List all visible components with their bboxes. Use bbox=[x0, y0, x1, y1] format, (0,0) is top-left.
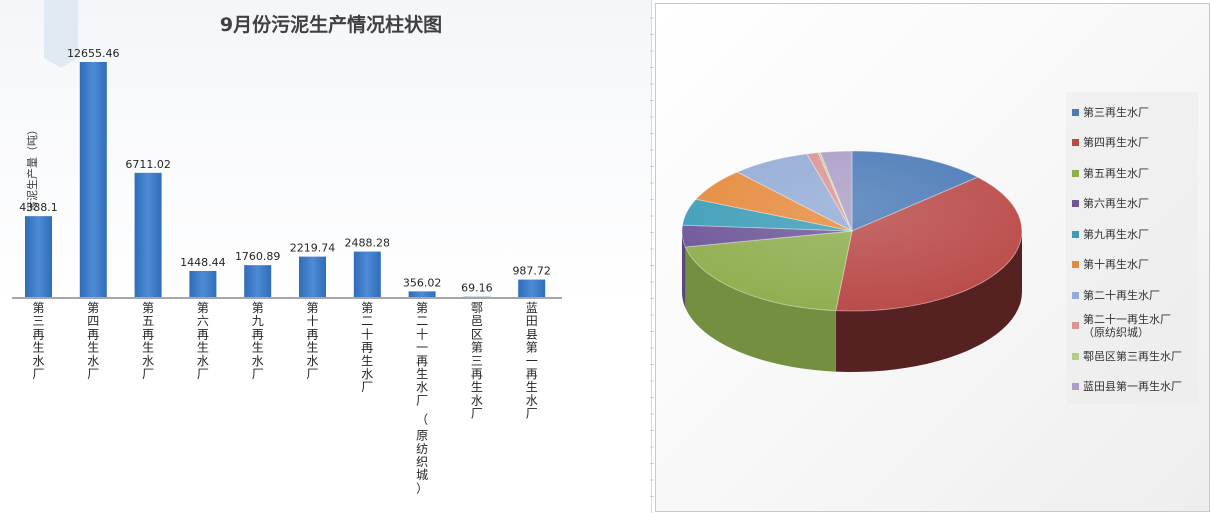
pie-side-walls bbox=[682, 231, 1022, 372]
x-tick-label: 第六再生水厂 bbox=[197, 301, 209, 381]
bar-chart: 9月份污泥生产情况柱状图 污泥生产量（吨） 第三再生水厂 第四再生水厂 第五再生水厂… bbox=[12, 0, 562, 495]
pie-sheen bbox=[682, 151, 1022, 311]
data-label: 2219.74 bbox=[290, 242, 336, 255]
chart-title: 9月份污泥生产情况柱状图 bbox=[220, 13, 442, 36]
legend-swatch bbox=[1072, 231, 1079, 238]
data-label: 987.72 bbox=[512, 265, 551, 278]
bar bbox=[518, 279, 546, 298]
pie-slice-side bbox=[685, 247, 836, 372]
data-label: 356.02 bbox=[403, 276, 442, 289]
legend-swatch bbox=[1072, 322, 1079, 329]
legend-swatch bbox=[1072, 139, 1079, 146]
x-tick-label: 第四再生水厂 bbox=[87, 301, 99, 381]
bar bbox=[25, 216, 52, 298]
legend-label: 第二十一再生水厂 （原纺织城） bbox=[1083, 313, 1171, 339]
x-tick-label: 第二十再生水厂 bbox=[361, 301, 373, 394]
legend-swatch bbox=[1072, 200, 1079, 207]
y-axis-label: 污泥生产量（吨） bbox=[25, 124, 39, 212]
data-label: 12655.46 bbox=[67, 47, 120, 60]
pie-slices bbox=[681, 150, 1023, 312]
data-label: 69.16 bbox=[461, 282, 493, 295]
x-tick-label: 第三再生水厂 bbox=[32, 301, 44, 381]
legend-label: 第二十再生水厂 bbox=[1083, 289, 1160, 302]
ribbon-decoration bbox=[44, 0, 78, 68]
legend-swatch bbox=[1072, 109, 1079, 116]
legend-swatch bbox=[1072, 261, 1079, 268]
bars-group bbox=[25, 62, 546, 298]
bar bbox=[189, 270, 217, 298]
x-tick-label: 蓝田县第一再生水厂 bbox=[526, 301, 538, 421]
x-tick-labels: 第三再生水厂 第四再生水厂 第五再生水厂 第六再生水厂 第九再生水厂 第十再生水厂 第二十再… bbox=[32, 301, 537, 495]
data-label: 1760.89 bbox=[235, 250, 281, 263]
bar bbox=[244, 265, 272, 298]
legend-label: 第三再生水厂 bbox=[1083, 106, 1149, 119]
legend-label: 第六再生水厂 bbox=[1083, 197, 1149, 210]
legend-label: 第十再生水厂 bbox=[1083, 258, 1149, 271]
x-tick-label: 第九再生水厂 bbox=[252, 301, 264, 381]
legend-swatch bbox=[1072, 170, 1079, 177]
legend-label: 第五再生水厂 bbox=[1083, 167, 1149, 180]
divider-ticks bbox=[650, 17, 654, 497]
x-tick-label: 第五再生水厂 bbox=[142, 301, 154, 381]
data-label: 2488.28 bbox=[345, 237, 391, 250]
legend-swatch bbox=[1072, 353, 1079, 360]
bar bbox=[408, 291, 436, 298]
data-label: 6711.02 bbox=[125, 158, 171, 171]
bar bbox=[299, 256, 326, 298]
data-labels: 4388.1 12655.46 6711.02 1448.44 1760.89 2219.… bbox=[19, 47, 551, 295]
x-tick-label: 第二十一再生水厂（原纺织城） bbox=[416, 301, 428, 495]
bar bbox=[353, 251, 381, 298]
data-label: 4388.1 bbox=[19, 201, 58, 214]
legend-label: 蓝田县第一再生水厂 bbox=[1083, 380, 1182, 393]
pie-chart bbox=[681, 150, 1023, 372]
bar bbox=[134, 172, 162, 298]
x-tick-label: 鄠邑区第三再生水厂 bbox=[471, 301, 483, 421]
pie-legend: 第三再生水厂 第四再生水厂 第五再生水厂 第六再生水厂 第九再生水厂 第十再生水厂 第二十再… bbox=[1066, 92, 1198, 404]
pie-slice-side bbox=[835, 231, 1022, 372]
bar-chart-panel: 9月份污泥生产情况柱状图 污泥生产量（吨） 第三再生水厂 第四再生水厂 第五再生水厂… bbox=[0, 0, 652, 513]
bar bbox=[79, 62, 107, 298]
legend-label: 鄠邑区第三再生水厂 bbox=[1083, 350, 1182, 363]
pie-slice-side bbox=[682, 231, 686, 308]
data-label: 1448.44 bbox=[180, 256, 226, 269]
legend-swatch bbox=[1072, 383, 1079, 390]
legend-label: 第九再生水厂 bbox=[1083, 228, 1149, 241]
legend-label: 第四再生水厂 bbox=[1083, 136, 1149, 149]
legend-swatch bbox=[1072, 292, 1079, 299]
pie-chart-panel: 第三再生水厂 第四再生水厂 第五再生水厂 第六再生水厂 第九再生水厂 第十再生水厂 第二十再… bbox=[655, 3, 1210, 512]
x-tick-label: 第十再生水厂 bbox=[306, 301, 318, 381]
